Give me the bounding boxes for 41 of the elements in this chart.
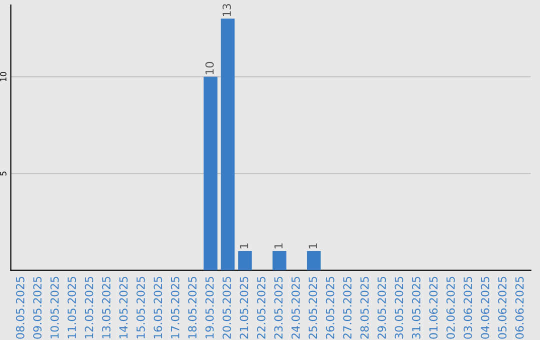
x-tick-label: 03.06.2025 [464, 276, 472, 339]
x-tick-label: 01.06.2025 [429, 276, 438, 339]
x-tick-label: 19.05.2025 [205, 276, 214, 338]
x-tick-label: 04.06.2025 [480, 276, 490, 339]
x-tick-label: 25.05.2025 [308, 276, 318, 339]
x-tick-label: 05.06.2025 [498, 276, 506, 339]
x-tick-label: 13.05.2025 [102, 276, 110, 338]
x-tick-label: 27.05.2025 [343, 276, 352, 339]
x-tick-label: 29.05.2025 [378, 276, 386, 339]
bar [272, 250, 286, 270]
data-label: 1 [308, 244, 317, 248]
data-label: 13 [222, 4, 231, 16]
x-tick-label: 15.05.2025 [136, 276, 145, 338]
data-label: 1 [274, 244, 282, 248]
x-tick-label: 23.05.2025 [274, 276, 283, 339]
x-tick-label: 06.06.2025 [515, 276, 524, 339]
x-tick-label: 18.05.2025 [188, 276, 197, 338]
x-tick-label: 31.05.2025 [412, 276, 420, 339]
bar [220, 18, 235, 270]
x-tick-label: 22.05.2025 [257, 276, 266, 339]
x-tick-label: 21.05.2025 [240, 276, 248, 339]
x-tick-label: 09.05.2025 [33, 276, 42, 339]
y-tick-label: 5 [0, 172, 6, 176]
x-tick-label: 17.05.2025 [170, 276, 180, 338]
x-tick-label: 24.05.2025 [291, 276, 300, 339]
data-label: 1 [240, 244, 248, 248]
x-tick-label: 20.05.2025 [222, 276, 231, 339]
data-label: 10 [205, 62, 214, 74]
bar [204, 76, 218, 270]
x-tick-label: 08.05.2025 [16, 276, 24, 339]
x-tick-label: 28.05.2025 [360, 276, 369, 339]
x-tick-label: 30.05.2025 [394, 276, 404, 339]
x-tick-label: 11.05.2025 [68, 276, 76, 338]
bar [238, 250, 252, 270]
x-tick-label: 14.05.2025 [119, 276, 128, 338]
x-tick-label: 10.05.2025 [50, 276, 59, 338]
x-tick-label: 02.06.2025 [446, 276, 455, 339]
x-tick-label: 12.05.2025 [84, 276, 94, 338]
x-tick-label: 16.05.2025 [154, 276, 162, 338]
x-tick-label: 26.05.2025 [326, 276, 334, 339]
bar [306, 250, 321, 270]
